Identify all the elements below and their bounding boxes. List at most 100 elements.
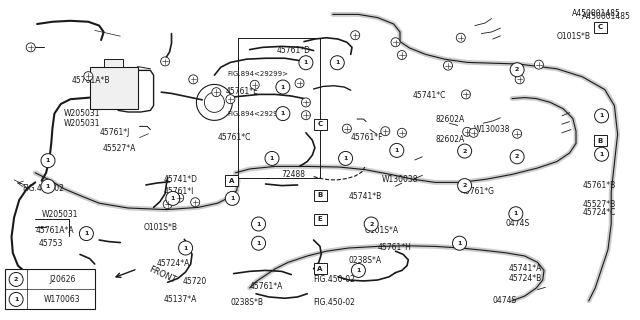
Circle shape bbox=[250, 80, 259, 89]
Text: A450001485: A450001485 bbox=[582, 12, 631, 21]
Text: A: A bbox=[229, 178, 234, 184]
Circle shape bbox=[461, 90, 470, 99]
Text: 1: 1 bbox=[257, 241, 260, 246]
Text: 1: 1 bbox=[270, 156, 274, 161]
Circle shape bbox=[509, 207, 523, 221]
Text: 1: 1 bbox=[335, 60, 339, 65]
Text: 0238S*B: 0238S*B bbox=[230, 298, 264, 307]
Text: 45761*J: 45761*J bbox=[99, 128, 129, 137]
Circle shape bbox=[595, 147, 609, 161]
Text: 2: 2 bbox=[463, 148, 467, 154]
Text: A450001485: A450001485 bbox=[572, 9, 621, 18]
Circle shape bbox=[469, 128, 478, 137]
Text: 2: 2 bbox=[14, 277, 19, 282]
Text: 2: 2 bbox=[369, 221, 373, 227]
Text: J20626: J20626 bbox=[49, 275, 76, 284]
Circle shape bbox=[299, 56, 313, 70]
Circle shape bbox=[26, 43, 35, 52]
Bar bbox=[594, 135, 607, 146]
Text: 45761*B: 45761*B bbox=[582, 181, 616, 190]
Text: 45761A*B: 45761A*B bbox=[72, 76, 110, 85]
Text: W170063: W170063 bbox=[44, 295, 81, 304]
Text: 1: 1 bbox=[356, 268, 360, 273]
Circle shape bbox=[79, 227, 93, 241]
Circle shape bbox=[252, 236, 266, 250]
Text: 45761*A: 45761*A bbox=[250, 282, 283, 291]
Text: 1: 1 bbox=[281, 111, 285, 116]
Circle shape bbox=[444, 61, 452, 70]
Text: 0474S: 0474S bbox=[493, 296, 517, 305]
Text: 1: 1 bbox=[257, 221, 260, 227]
Bar bbox=[314, 214, 326, 225]
Text: E: E bbox=[317, 216, 323, 222]
Circle shape bbox=[515, 75, 524, 84]
Text: O101S*A: O101S*A bbox=[42, 274, 76, 283]
Text: 1: 1 bbox=[46, 184, 50, 189]
Text: 1: 1 bbox=[304, 60, 308, 65]
Circle shape bbox=[41, 154, 55, 168]
Text: W205031: W205031 bbox=[64, 119, 100, 128]
Circle shape bbox=[226, 95, 235, 104]
Text: 45741*D: 45741*D bbox=[163, 175, 197, 184]
Circle shape bbox=[301, 111, 310, 120]
Text: A: A bbox=[317, 266, 323, 272]
Text: 1: 1 bbox=[14, 297, 19, 302]
Text: 2: 2 bbox=[515, 67, 519, 72]
Text: 45761A*A: 45761A*A bbox=[35, 226, 74, 235]
Circle shape bbox=[301, 98, 310, 107]
Text: 45761*G: 45761*G bbox=[461, 188, 495, 196]
Circle shape bbox=[397, 128, 406, 137]
Text: W205031: W205031 bbox=[42, 210, 78, 219]
Circle shape bbox=[276, 107, 290, 121]
Text: 45724*A: 45724*A bbox=[157, 260, 190, 268]
Circle shape bbox=[595, 109, 609, 123]
Text: 1: 1 bbox=[184, 245, 188, 251]
Circle shape bbox=[456, 33, 465, 42]
Circle shape bbox=[189, 75, 198, 84]
Text: 45741*C: 45741*C bbox=[413, 92, 446, 100]
Text: FRONT: FRONT bbox=[147, 264, 177, 285]
Circle shape bbox=[510, 150, 524, 164]
Text: 1: 1 bbox=[171, 196, 175, 201]
Text: 45137*A: 45137*A bbox=[163, 295, 196, 304]
Text: 1: 1 bbox=[84, 231, 88, 236]
Circle shape bbox=[295, 79, 304, 88]
Text: 45761*D: 45761*D bbox=[276, 46, 310, 55]
Circle shape bbox=[225, 191, 239, 205]
Circle shape bbox=[179, 241, 193, 255]
Text: 1: 1 bbox=[600, 113, 604, 118]
Circle shape bbox=[212, 88, 221, 97]
Circle shape bbox=[175, 193, 184, 202]
Text: 45753: 45753 bbox=[38, 239, 63, 248]
Text: 82602A: 82602A bbox=[435, 135, 465, 144]
Circle shape bbox=[458, 144, 472, 158]
Text: W130038: W130038 bbox=[382, 175, 419, 184]
Circle shape bbox=[163, 200, 172, 209]
Circle shape bbox=[390, 143, 404, 157]
Text: O101S*B: O101S*B bbox=[557, 32, 591, 41]
Bar bbox=[314, 263, 326, 274]
Circle shape bbox=[330, 56, 344, 70]
Circle shape bbox=[342, 124, 351, 133]
Circle shape bbox=[191, 198, 200, 207]
Text: 45724*C: 45724*C bbox=[582, 208, 616, 217]
Text: 1: 1 bbox=[600, 152, 604, 157]
Text: 1: 1 bbox=[344, 156, 348, 161]
Circle shape bbox=[458, 179, 472, 193]
Bar bbox=[225, 175, 238, 186]
Text: C: C bbox=[598, 24, 603, 30]
Text: B: B bbox=[317, 192, 323, 198]
Text: 45527*B: 45527*B bbox=[582, 200, 616, 209]
Circle shape bbox=[9, 272, 23, 286]
Circle shape bbox=[166, 191, 180, 205]
Text: B: B bbox=[598, 138, 603, 144]
Text: FIG.894<29299>: FIG.894<29299> bbox=[227, 71, 288, 76]
Text: W130038: W130038 bbox=[474, 125, 510, 134]
Text: 45741*B: 45741*B bbox=[349, 192, 382, 201]
Circle shape bbox=[397, 51, 406, 60]
Circle shape bbox=[510, 63, 524, 77]
Text: 45162A*B: 45162A*B bbox=[44, 295, 82, 304]
Circle shape bbox=[381, 127, 390, 136]
Text: 0474S: 0474S bbox=[506, 220, 530, 228]
Circle shape bbox=[339, 151, 353, 165]
